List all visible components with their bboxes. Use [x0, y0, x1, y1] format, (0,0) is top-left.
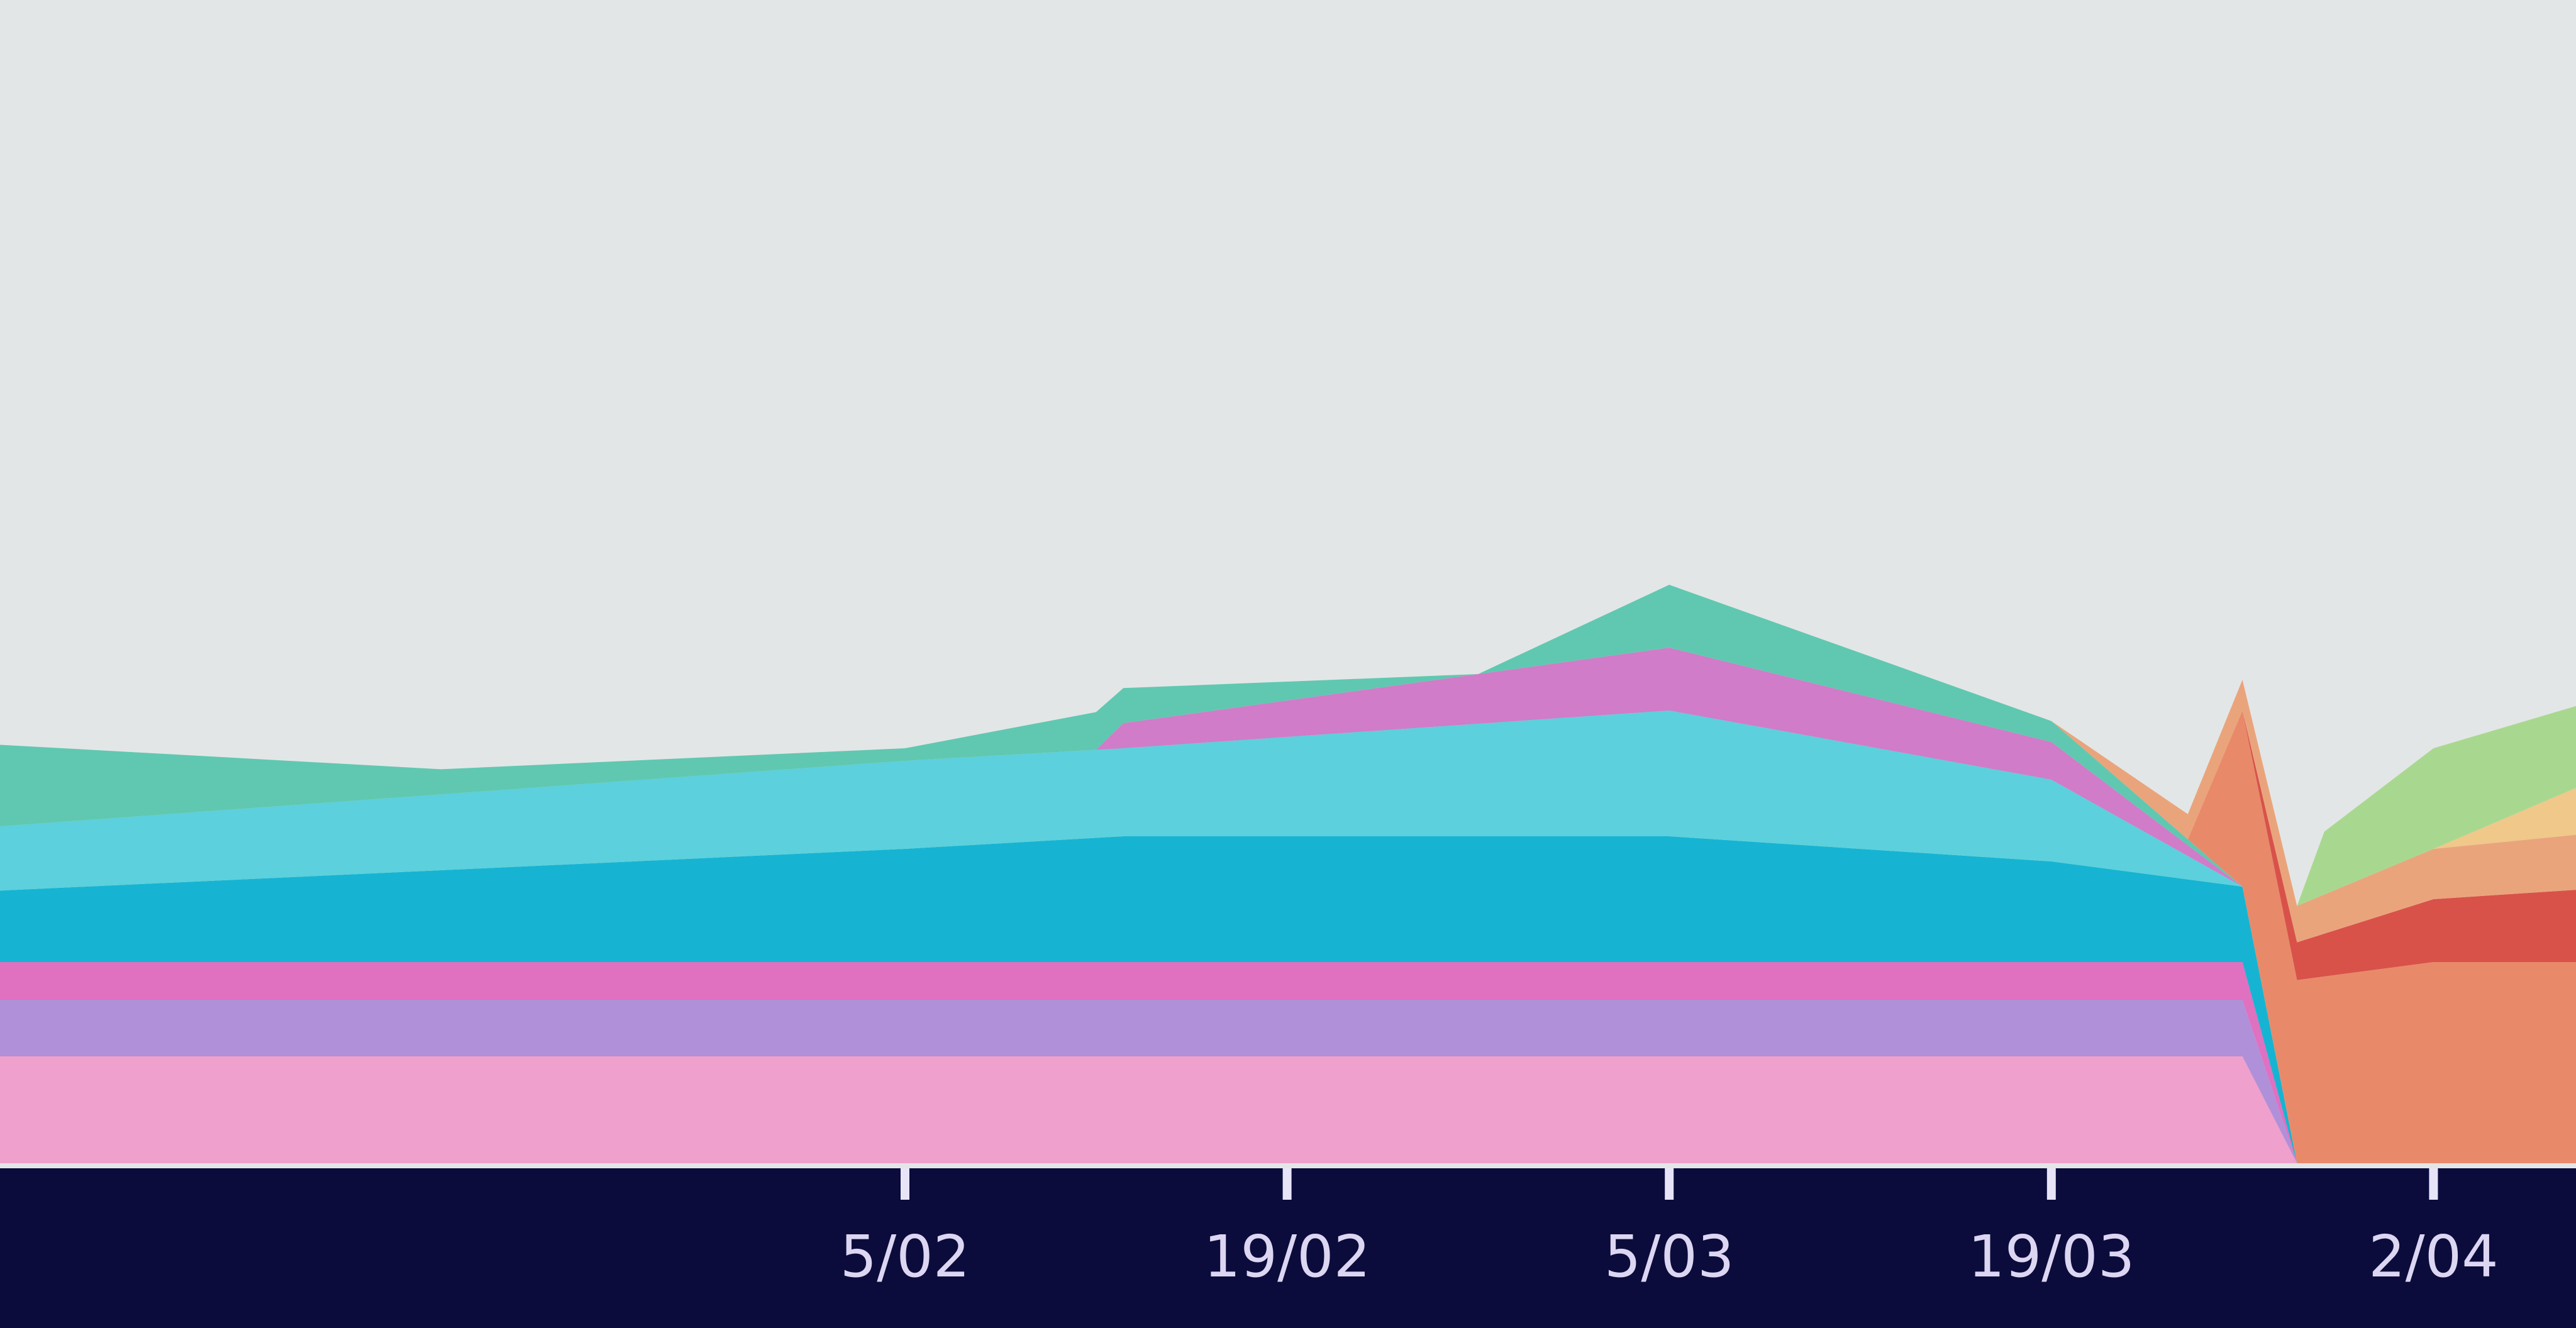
series-layer-8 [0, 585, 2576, 1163]
series-layer-12 [0, 585, 2576, 906]
x-tick-label: 2/04 [2368, 1223, 2499, 1290]
series-layer-5 [0, 711, 2576, 1163]
x-tick-label: 19/03 [1968, 1223, 2135, 1290]
series-layer-9 [0, 585, 2576, 980]
series-layer-3 [0, 962, 2576, 1163]
x-tick-label: 5/03 [1604, 1223, 1735, 1290]
series-layer-10 [0, 585, 2576, 943]
series-layer-4 [0, 836, 2576, 1163]
series-layer-1 [0, 1056, 2576, 1163]
series-layers [0, 585, 2576, 1163]
x-tick-label: 5/02 [840, 1223, 970, 1290]
series-layer-2 [0, 1000, 2576, 1163]
x-tick-label: 19/02 [1204, 1223, 1370, 1290]
